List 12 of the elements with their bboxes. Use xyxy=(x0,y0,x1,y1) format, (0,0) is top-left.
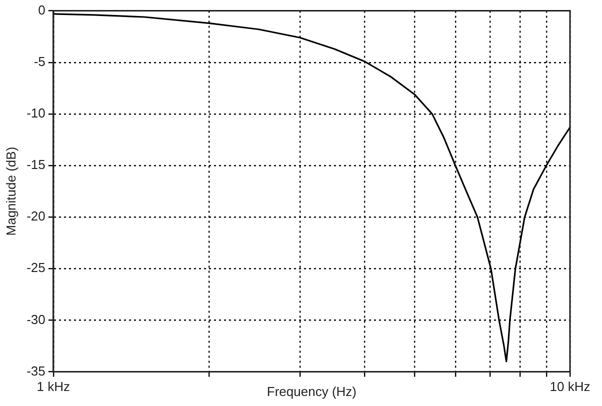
y-tick-label: -20 xyxy=(26,208,46,224)
y-tick-label: -15 xyxy=(26,157,46,172)
y-tick-label: -35 xyxy=(26,363,46,378)
x-axis-title: Frequency (Hz) xyxy=(266,384,356,399)
y-tick-label: -30 xyxy=(26,312,46,327)
y-tick-label: -10 xyxy=(26,106,46,121)
y-tick-label: -25 xyxy=(26,260,46,276)
y-tick-label: 0 xyxy=(38,2,46,18)
y-axis-title: Magnitude (dB) xyxy=(3,146,18,236)
x-tick-label: 1 kHz xyxy=(36,379,70,394)
y-tick-label: -5 xyxy=(34,54,46,69)
x-tick-label: 10 kHz xyxy=(550,379,590,394)
